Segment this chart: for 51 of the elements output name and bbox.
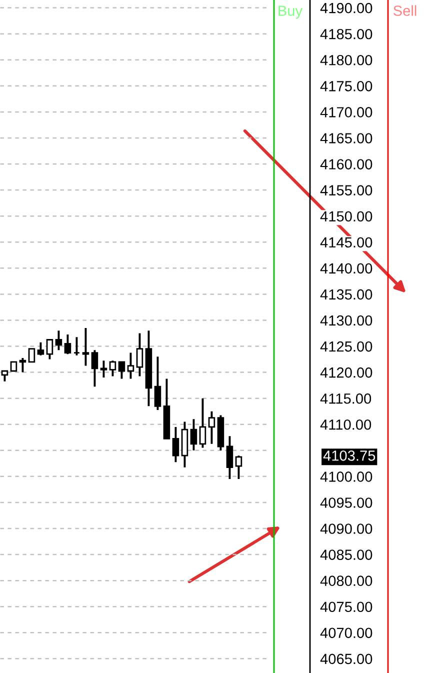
y-tick-label: 4160.00 (320, 159, 372, 170)
candlestick (1, 370, 8, 382)
candlestick (64, 334, 72, 356)
candlestick (154, 356, 162, 412)
y-tick-label: 4130.00 (320, 315, 372, 326)
y-tick-label: 4100.00 (320, 472, 372, 482)
y-tick-label: 4150.00 (320, 211, 372, 222)
candlestick (109, 360, 116, 378)
candlestick (208, 410, 216, 445)
y-tick-label: 4170.00 (320, 107, 372, 118)
candlestick (19, 357, 26, 374)
y-tick-label: 4175.00 (320, 81, 372, 92)
y-tick-label: 4080.00 (320, 576, 372, 586)
candlestick (55, 330, 62, 352)
candlestick (37, 341, 44, 356)
y-tick-label: 4135.00 (320, 289, 372, 300)
text: Buy (278, 6, 303, 19)
candlestick (235, 454, 242, 480)
y-tick-label: 4115.00 (320, 393, 372, 404)
candlestick (91, 349, 98, 388)
y-tick-label: 4075.00 (320, 602, 372, 612)
candlestick (226, 435, 234, 480)
y-tick-label: 4165.00 (320, 133, 372, 144)
text: Sell (394, 5, 416, 16)
candlestick (46, 338, 54, 360)
y-tick-label: 4155.00 (320, 185, 372, 196)
y-tick-label: 4110.00 (320, 419, 372, 430)
text: 4103.75 (323, 450, 376, 461)
candlestick (190, 418, 198, 452)
candlestick (136, 332, 144, 378)
candlestick (127, 352, 134, 380)
y-tick-label: 4120.00 (320, 367, 372, 378)
y-tick-label: 4070.00 (320, 628, 372, 638)
candlestick (118, 360, 126, 380)
y-tick-label: 4095.00 (320, 498, 372, 508)
candlestick (100, 360, 108, 378)
y-tick-label: 4190.00 (320, 2, 372, 14)
candlestick (10, 361, 18, 372)
y-tick-label: 4185.00 (320, 28, 372, 40)
candlestick (199, 397, 206, 449)
candlestick (172, 426, 180, 464)
y-tick-label: 4085.00 (320, 550, 372, 560)
y-tick-label: 4180.00 (320, 54, 372, 66)
y-tick-label: 4090.00 (320, 524, 372, 534)
candlestick (73, 336, 80, 356)
y-tick-label: 4145.00 (320, 237, 372, 248)
candlestick (28, 348, 36, 363)
y-tick-label: 4065.00 (320, 654, 372, 664)
y-tick-label: 4125.00 (320, 341, 372, 352)
y-tick-label: 4140.00 (320, 263, 372, 274)
candlestick (82, 327, 90, 367)
